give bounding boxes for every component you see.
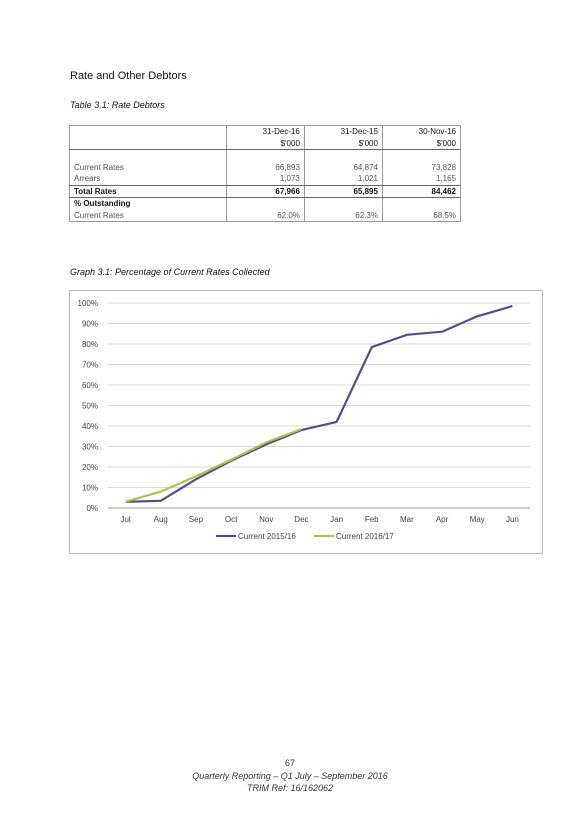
col-unit-1: $'000 xyxy=(225,137,305,150)
x-tick-label: Jun xyxy=(506,515,519,524)
x-tick-label: Nov xyxy=(259,515,273,524)
report-title: Quarterly Reporting – Q1 July – Septembe… xyxy=(192,771,388,781)
table-caption: Table 3.1: Rate Debtors xyxy=(70,100,165,110)
cell: 1,021 xyxy=(303,173,383,186)
series-line-2 xyxy=(125,428,302,503)
x-tick-label: Dec xyxy=(294,515,308,524)
y-tick-label: 90% xyxy=(82,320,98,329)
y-tick-label: 30% xyxy=(82,443,98,452)
col-header-3: 30-Nov-16 xyxy=(381,125,461,138)
x-tick-label: Feb xyxy=(365,515,379,524)
cell: 68.5% xyxy=(381,209,461,222)
y-tick-label: 0% xyxy=(86,504,98,513)
y-tick-label: 100% xyxy=(78,299,98,308)
chart-svg: 0% 10% 20% 30% 40% 50% 60% 70% 80% 90% 100% Jul Aug S… xyxy=(78,299,530,541)
cell: 62.0% xyxy=(225,209,305,222)
col-header-2: 31-Dec-15 xyxy=(303,125,383,138)
y-tick-label: 20% xyxy=(82,463,98,472)
row-label-current-rates: Current Rates xyxy=(74,162,124,172)
y-tick-label: 60% xyxy=(82,381,98,390)
trim-reference: TRIM Ref: 16/162062 xyxy=(246,783,334,793)
cell: 64,874 xyxy=(303,161,383,173)
row-label-arrears: Arrears xyxy=(69,173,227,186)
cell: 73,828 xyxy=(381,161,461,173)
y-tick-label: 70% xyxy=(82,361,98,370)
series-line-1 xyxy=(125,305,513,503)
rate-debtors-table: 31-Dec-16 31-Dec-15 30-Nov-16 $'000 $'00… xyxy=(69,125,461,222)
x-tick-label: Aug xyxy=(154,515,168,524)
cell: 1,073 xyxy=(225,173,305,186)
x-tick-label: Mar xyxy=(400,515,414,524)
y-tick-label: 50% xyxy=(82,402,98,411)
x-tick-label: Jan xyxy=(330,515,343,524)
page-number: 67 xyxy=(284,758,295,768)
cell: 1,165 xyxy=(381,173,461,186)
row-label-pct-outstanding: % Outstanding xyxy=(74,199,131,208)
cell: 62.3% xyxy=(303,209,383,222)
cell: 67,966 xyxy=(225,185,305,198)
y-tick-label: 40% xyxy=(82,422,98,431)
col-unit-2: $'000 xyxy=(303,137,383,150)
legend-label-1: Current 2015/16 xyxy=(238,532,296,541)
row-label-pct-current-rates: Current Rates xyxy=(74,210,124,220)
cell: 84,462 xyxy=(381,185,461,198)
x-tick-label: May xyxy=(470,515,485,524)
rates-collected-chart: 0% 10% 20% 30% 40% 50% 60% 70% 80% 90% 100% Jul Aug S… xyxy=(69,290,543,554)
x-tick-label: Apr xyxy=(436,515,449,524)
col-header-1: 31-Dec-16 xyxy=(225,125,305,138)
y-tick-label: 80% xyxy=(82,340,98,349)
legend-label-2: Current 2016/17 xyxy=(336,532,394,541)
x-tick-label: Oct xyxy=(225,515,238,524)
table-header-blank xyxy=(70,126,227,138)
cell: 66,893 xyxy=(225,161,305,173)
graph-caption: Graph 3.1: Percentage of Current Rates C… xyxy=(70,267,270,277)
x-tick-label: Jul xyxy=(120,515,130,524)
section-title: Rate and Other Debtors xyxy=(70,70,187,82)
x-tick-label: Sep xyxy=(189,515,204,524)
y-tick-label: 10% xyxy=(82,484,98,493)
row-label-total-rates: Total Rates xyxy=(69,185,227,198)
cell: 65,895 xyxy=(303,185,383,198)
col-unit-3: $'000 xyxy=(381,137,461,150)
